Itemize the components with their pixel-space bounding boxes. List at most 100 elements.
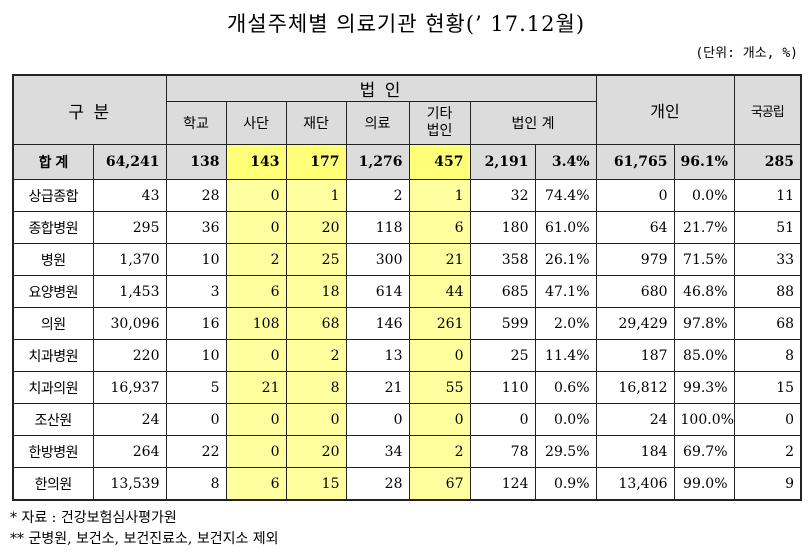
table-cell: 16,937: [92, 371, 167, 404]
table-cell: 71.5%: [673, 243, 735, 276]
table-cell: 138: [165, 144, 227, 180]
table-cell: 0: [408, 403, 471, 436]
table-cell: 68: [285, 307, 347, 340]
table-cell: 187: [595, 339, 675, 372]
table-cell: 264: [92, 435, 167, 468]
table-cell: 6: [408, 211, 471, 244]
header-foundation: 재단: [285, 101, 347, 145]
table-cell: 118: [345, 211, 410, 244]
table-cell: 24: [92, 403, 167, 436]
table-cell: 1,276: [345, 144, 410, 180]
table-cell: 24: [595, 403, 675, 436]
table-cell: 0: [285, 403, 347, 436]
table-cell: 358: [469, 243, 536, 276]
table-cell: 0: [595, 179, 675, 212]
table-cell: 285: [733, 144, 802, 180]
header-public: 국공립: [733, 74, 802, 145]
footnotes: * 자료 : 건강보험심사평가원 ** 군병원, 보건소, 보건진료소, 보건지…: [10, 508, 279, 550]
table-cell: 1,370: [92, 243, 167, 276]
table-cell: 36: [165, 211, 227, 244]
table-row: 병원 1,370 10 2 25 300 21 358 26.1% 979 71.5% 33: [12, 243, 802, 276]
table-cell: 1: [285, 179, 347, 212]
table-cell: 685: [469, 275, 536, 308]
table-cell: 43: [92, 179, 167, 212]
row-label: 병원: [12, 243, 94, 276]
footnote-source: * 자료 : 건강보험심사평가원: [10, 510, 177, 526]
table-cell: 10: [165, 243, 227, 276]
table-cell: 21: [345, 371, 410, 404]
table-cell: 15: [285, 467, 347, 501]
table-cell: 300: [345, 243, 410, 276]
row-label: 요양병원: [12, 275, 94, 308]
table-row: 치과병원 220 10 0 2 13 0 25 11.4% 187 85.0% 8: [12, 339, 802, 372]
table-cell: 108: [225, 307, 287, 340]
table-cell: 26.1%: [534, 243, 597, 276]
table-cell: 0: [733, 403, 802, 436]
table-cell: 2,191: [469, 144, 536, 180]
table-cell: 8: [733, 339, 802, 372]
table-cell: 0: [225, 179, 287, 212]
table-cell: 33: [733, 243, 802, 276]
table-cell: 0: [408, 339, 471, 372]
table-body: 합 계 64,241 138 143 177 1,276 457 2,191 3.4% 61,76…: [12, 144, 802, 501]
table-cell: 0.0%: [673, 179, 735, 212]
total-row: 합 계 64,241 138 143 177 1,276 457 2,191 3.4% 61,76…: [12, 144, 802, 180]
table-cell: 21: [225, 371, 287, 404]
table-cell: 69.7%: [673, 435, 735, 468]
table-cell: 13,539: [92, 467, 167, 501]
table-cell: 2: [408, 435, 471, 468]
header-association: 사단: [225, 101, 287, 145]
table-cell: 1,453: [92, 275, 167, 308]
table-cell: 13: [345, 339, 410, 372]
row-label: 조산원: [12, 403, 94, 436]
table-cell: 99.0%: [673, 467, 735, 501]
table-cell: 295: [92, 211, 167, 244]
table-cell: 67: [408, 467, 471, 501]
table-row: 종합병원 295 36 0 20 118 6 180 61.0% 64 21.7% 51: [12, 211, 802, 244]
row-label: 한의원: [12, 467, 94, 501]
table-cell: 599: [469, 307, 536, 340]
table-cell: 177: [285, 144, 347, 180]
table-cell: 20: [285, 211, 347, 244]
table-cell: 2: [285, 339, 347, 372]
table-cell: 0.6%: [534, 371, 597, 404]
table-cell: 8: [285, 371, 347, 404]
table-cell: 88: [733, 275, 802, 308]
table-cell: 11.4%: [534, 339, 597, 372]
table-cell: 47.1%: [534, 275, 597, 308]
table-cell: 18: [285, 275, 347, 308]
page-title: 개설주체별 의료기관 현황(’ 17.12월): [226, 12, 586, 36]
table-cell: 21: [408, 243, 471, 276]
table-cell: 64: [595, 211, 675, 244]
table-cell: 44: [408, 275, 471, 308]
table-cell: 20: [285, 435, 347, 468]
table-cell: 61.0%: [534, 211, 597, 244]
table-row: 의원 30,096 16 108 68 146 261 599 2.0% 29,429 97.8% 6…: [12, 307, 802, 340]
table-cell: 0: [225, 211, 287, 244]
row-label: 의원: [12, 307, 94, 340]
table-cell: 68: [733, 307, 802, 340]
table-cell: 180: [469, 211, 536, 244]
table-cell: 74.4%: [534, 179, 597, 212]
table-row: 한방병원 264 22 0 20 34 2 78 29.5% 184 69.7% 2: [12, 435, 802, 468]
table-cell: 16,812: [595, 371, 675, 404]
table-cell: 146: [345, 307, 410, 340]
header-category: 구 분: [12, 74, 167, 145]
table-cell: 13,406: [595, 467, 675, 501]
header-medical: 의료: [345, 101, 410, 145]
table-cell: 30,096: [92, 307, 167, 340]
table-cell: 3.4%: [534, 144, 597, 180]
table-cell: 457: [408, 144, 471, 180]
table-cell: 46.8%: [673, 275, 735, 308]
table-cell: 51: [733, 211, 802, 244]
table-cell: 97.8%: [673, 307, 735, 340]
table-cell: 0: [165, 403, 227, 436]
table-cell: 8: [165, 467, 227, 501]
table-cell: 0: [225, 435, 287, 468]
table-cell: 34: [345, 435, 410, 468]
table-cell: 1: [408, 179, 471, 212]
header-corporation: 법 인: [165, 74, 597, 102]
header-other-corp: 기타 법인: [408, 101, 471, 145]
row-label: 상급종합: [12, 179, 94, 212]
table-cell: 143: [225, 144, 287, 180]
